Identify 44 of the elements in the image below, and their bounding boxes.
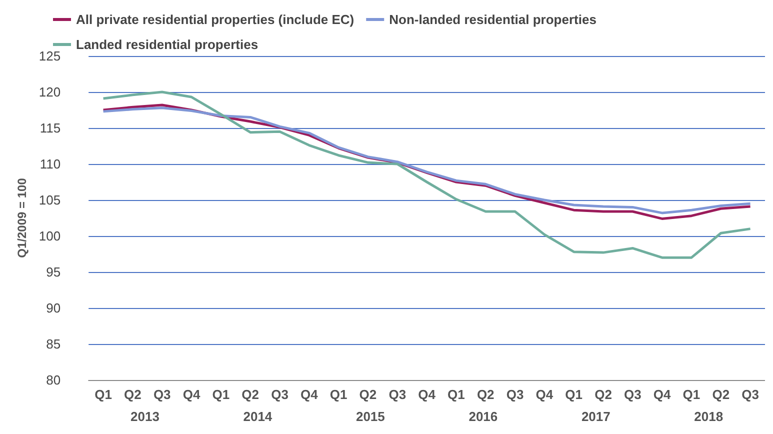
x-tick-label: Q1 bbox=[94, 387, 112, 402]
x-tick-label: Q3 bbox=[271, 387, 288, 402]
x-tick-label: Q4 bbox=[300, 387, 319, 402]
x-tick-label: Q3 bbox=[742, 387, 759, 402]
x-tick-label: Q4 bbox=[182, 387, 201, 402]
y-tick-label: 85 bbox=[46, 336, 61, 352]
line-series bbox=[102, 90, 752, 259]
x-tick-label: Q2 bbox=[476, 387, 494, 402]
text: 2013 bbox=[130, 409, 160, 424]
x-tick-label: Q4 bbox=[653, 387, 672, 402]
legend-label: Non-landed residential properties bbox=[389, 12, 596, 27]
x-tick-label: Q2 bbox=[594, 387, 612, 402]
text: 2015 bbox=[356, 409, 385, 424]
x-tick-label: Q2 bbox=[712, 387, 730, 402]
x-tick-label: Q2 bbox=[242, 387, 260, 402]
x-tick-label: Q2 bbox=[124, 387, 142, 402]
x-tick-label: Q1 bbox=[448, 387, 465, 402]
text: 2017 bbox=[581, 409, 610, 424]
y-tick-label: 100 bbox=[38, 228, 61, 244]
y-tick-label: 80 bbox=[46, 372, 61, 388]
y-tick-label: 110 bbox=[40, 156, 61, 172]
x-tick-label: Q3 bbox=[506, 387, 524, 402]
y-axis-title: Q1/2009 = 100 bbox=[15, 178, 29, 258]
y-tick-label: 120 bbox=[38, 84, 61, 100]
x-tick-label: Q4 bbox=[418, 387, 436, 402]
legend-label: Landed residential properties bbox=[76, 37, 258, 52]
y-tick-label: 105 bbox=[38, 192, 61, 208]
text: 2016 bbox=[468, 409, 498, 424]
text: 2018 bbox=[694, 409, 724, 424]
text: 2014 bbox=[243, 409, 273, 424]
x-tick-label: Q1 bbox=[682, 387, 700, 402]
y-tick-label: 95 bbox=[46, 264, 61, 280]
x-tick-label: Q1 bbox=[212, 387, 230, 402]
y-tick-label: 90 bbox=[46, 300, 61, 316]
x-tick-label: Q4 bbox=[536, 387, 554, 402]
y-tick-label: 115 bbox=[40, 120, 61, 136]
legend-label: All private residential properties (include EC) bbox=[76, 12, 354, 27]
x-tick-label: Q3 bbox=[153, 387, 171, 402]
x-tick-label: Q1 bbox=[565, 387, 583, 402]
x-tick-label: Q3 bbox=[624, 387, 642, 402]
y-tick-label: 125 bbox=[38, 48, 61, 64]
x-tick-label: Q1 bbox=[330, 387, 348, 402]
x-tick-label: Q3 bbox=[388, 387, 406, 402]
x-tick-label: Q2 bbox=[359, 387, 377, 402]
